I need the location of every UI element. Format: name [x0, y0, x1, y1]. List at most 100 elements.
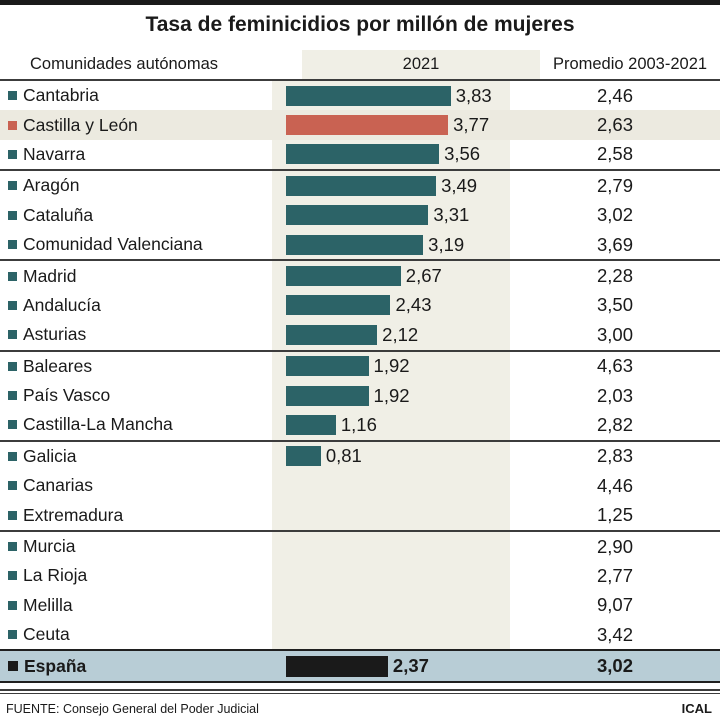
region-name: Melilla: [23, 594, 73, 615]
bar-2021: [286, 85, 451, 106]
bar-cell-2021: [272, 500, 510, 530]
bar-cell-2021: 1,92: [272, 351, 510, 381]
row-marker-square-icon: [8, 149, 17, 159]
column-header-regions: Comunidades autónomas: [30, 55, 219, 73]
value-average: 3,69: [596, 233, 633, 255]
bar-2021: [286, 234, 424, 255]
table-row: Cataluña 3,31 3,02: [0, 200, 720, 230]
region-cell: Canarias: [0, 471, 272, 500]
region-cell: Navarra: [0, 140, 272, 169]
chart-title: Tasa de feminicidios por millón de mujer…: [145, 13, 575, 36]
region-cell: Castilla y León: [0, 110, 272, 139]
table-body: Cantabria 3,83 2,46 Castilla y León 3,77…: [0, 81, 720, 684]
table-row: España 2,37 3,02: [0, 649, 720, 684]
row-marker-square-icon: [8, 661, 18, 672]
region-cell: La Rioja: [0, 561, 272, 590]
value-2021: 3,56: [444, 143, 481, 165]
value-average: 3,42: [596, 623, 633, 645]
value-average: 2,46: [596, 84, 633, 106]
row-marker-square-icon: [8, 240, 17, 250]
table-row: Andalucía 2,43 3,50: [0, 290, 720, 321]
region-name: Cataluña: [23, 204, 94, 225]
region-cell: Madrid: [0, 261, 272, 290]
bar-2021: [286, 356, 369, 377]
bar-cell-2021: 3,19: [272, 229, 510, 260]
value-average: 3,02: [596, 655, 633, 677]
region-name: Canarias: [23, 475, 94, 496]
region-name: Galicia: [23, 445, 77, 466]
value-average: 2,63: [596, 114, 633, 136]
table-row: Madrid 2,67 2,28: [0, 261, 720, 291]
value-2021: 3,19: [428, 233, 465, 255]
bar-cell-2021: 2,67: [272, 261, 510, 291]
region-name: Comunidad Valenciana: [23, 234, 203, 255]
value-average: 2,03: [596, 384, 633, 406]
table-row: Castilla y León 3,77 2,63: [0, 110, 720, 140]
top-rule: [0, 0, 720, 5]
bar-cell-2021: 2,43: [272, 290, 510, 321]
value-2021: 2,67: [405, 265, 442, 287]
table-row: Asturias 2,12 3,00: [0, 320, 720, 352]
region-cell: Castilla-La Mancha: [0, 410, 272, 439]
bar-cell-2021: 3,56: [272, 139, 510, 170]
region-cell: Galicia: [0, 442, 272, 471]
row-marker-square-icon: [8, 600, 17, 610]
source-text: FUENTE: Consejo General del Poder Judici…: [6, 702, 259, 717]
footer-rule: [0, 689, 720, 695]
region-cell: Aragón: [0, 171, 272, 200]
value-average: 2,82: [596, 413, 633, 435]
table-row: Canarias 4,46: [0, 471, 720, 501]
table-row: Galicia 0,81 2,83: [0, 441, 720, 472]
bar-2021: [286, 205, 429, 226]
footer: FUENTE: Consejo General del Poder Judici…: [0, 694, 720, 716]
bar-2021: [286, 144, 440, 165]
row-marker-square-icon: [8, 451, 17, 461]
row-marker-square-icon: [8, 630, 17, 640]
value-average: 9,07: [596, 594, 633, 616]
region-cell: Andalucía: [0, 291, 272, 320]
bar-cell-2021: 2,12: [272, 320, 510, 350]
bar-cell-2021: 1,92: [272, 380, 510, 411]
bar-cell-2021: [272, 471, 510, 501]
value-average: 4,46: [596, 474, 633, 496]
value-average: 2,79: [596, 174, 633, 196]
bar-2021: [286, 115, 449, 136]
row-marker-square-icon: [8, 330, 17, 340]
bar-cell-2021: [272, 620, 510, 650]
bar-cell-2021: 2,37: [272, 651, 510, 681]
region-cell: Asturias: [0, 320, 272, 349]
value-average: 2,90: [596, 535, 633, 557]
region-name: Navarra: [23, 143, 86, 164]
value-2021: 1,92: [373, 384, 410, 406]
table-row: Ceuta 3,42: [0, 620, 720, 650]
row-marker-square-icon: [8, 300, 17, 310]
table-row: Murcia 2,90: [0, 531, 720, 562]
column-header-average: Promedio 2003-2021: [552, 55, 708, 73]
bar-2021: [286, 446, 321, 467]
table-row: Aragón 3,49 2,79: [0, 171, 720, 201]
value-2021: 2,43: [395, 294, 432, 316]
bar-2021: [286, 295, 391, 316]
row-marker-square-icon: [8, 181, 17, 191]
value-average: 3,50: [596, 294, 633, 316]
bar-2021: [286, 655, 388, 677]
row-marker-square-icon: [8, 361, 17, 371]
value-2021: 1,92: [373, 355, 410, 377]
value-2021: 2,37: [392, 655, 429, 677]
value-average: 2,83: [596, 445, 633, 467]
table-row: País Vasco 1,92 2,03: [0, 380, 720, 411]
value-2021: 0,81: [325, 445, 362, 467]
row-marker-square-icon: [8, 542, 17, 552]
bar-cell-2021: [272, 590, 510, 621]
value-2021: 3,49: [441, 174, 478, 196]
region-cell: Murcia: [0, 532, 272, 561]
bar-cell-2021: 3,77: [272, 110, 510, 139]
row-marker-square-icon: [8, 510, 17, 520]
region-cell: Baleares: [0, 352, 272, 381]
row-marker-square-icon: [8, 210, 17, 220]
bar-2021: [286, 414, 336, 435]
region-name: España: [24, 655, 87, 676]
region-name: Ceuta: [23, 624, 70, 645]
region-name: Aragón: [23, 175, 80, 196]
